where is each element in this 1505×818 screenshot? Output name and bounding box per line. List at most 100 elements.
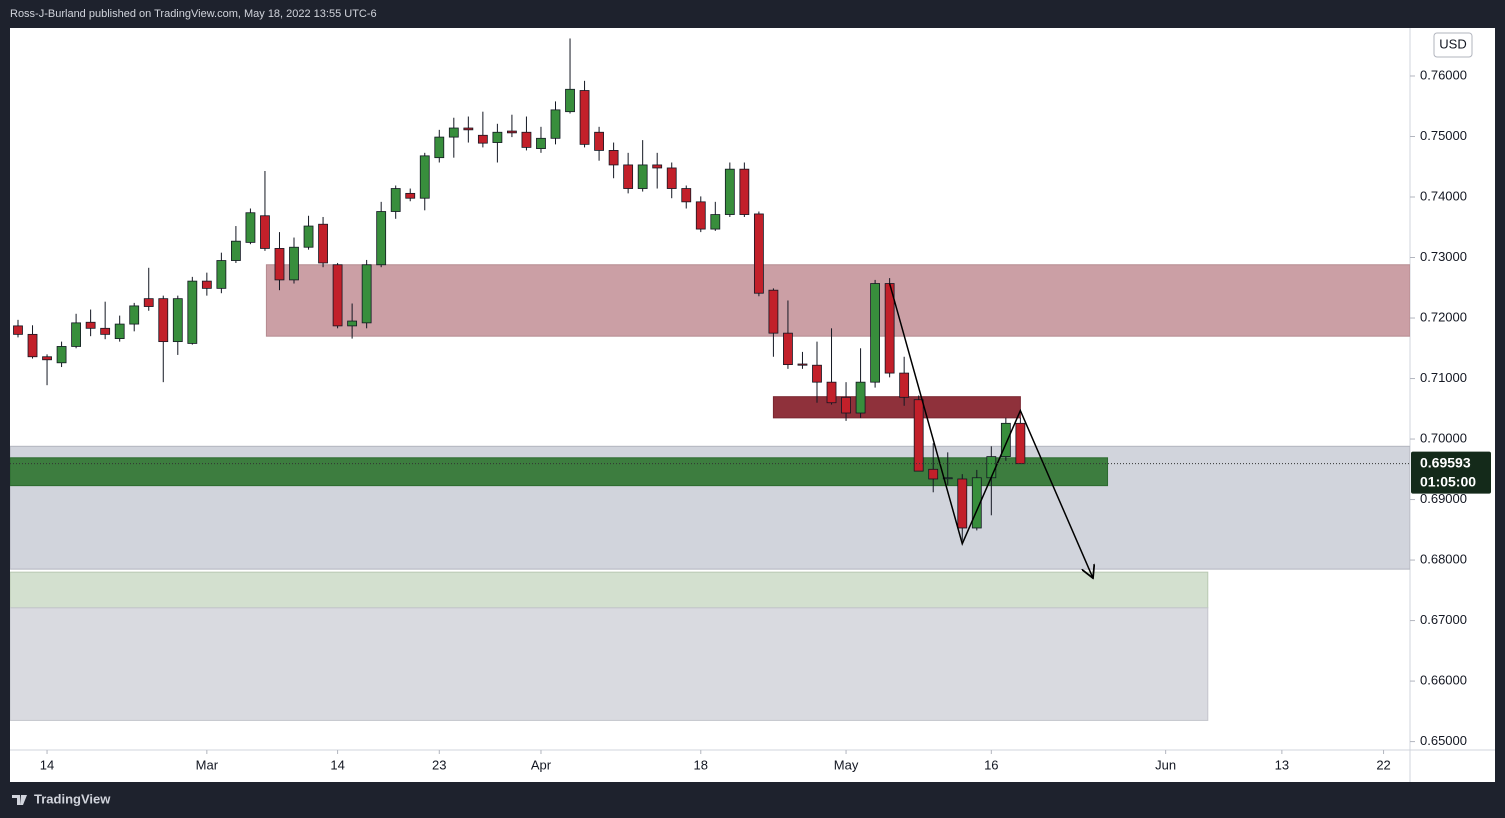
y-tick-label: 0.71000 — [1420, 370, 1467, 385]
x-tick-label: Apr — [531, 757, 552, 772]
zone — [10, 457, 1109, 487]
candle-body — [841, 396, 851, 414]
candle-body — [56, 346, 67, 364]
candle-body — [753, 213, 764, 294]
y-tick-label: 0.70000 — [1420, 430, 1467, 445]
zone — [772, 396, 1021, 419]
candle-body — [13, 325, 23, 335]
candle-body — [114, 323, 125, 339]
y-tick-label: 0.68000 — [1420, 551, 1467, 566]
candle-body — [826, 381, 837, 404]
y-tick-label: 0.74000 — [1420, 188, 1467, 203]
candle-body — [216, 260, 227, 289]
candle-body — [376, 211, 387, 266]
candle-body — [739, 168, 750, 215]
x-tick-label: 22 — [1376, 757, 1390, 772]
candle-body — [608, 150, 619, 166]
price-tag — [1411, 451, 1491, 494]
candle-body — [783, 332, 793, 366]
candle-body — [71, 322, 81, 347]
candle-body — [405, 192, 416, 199]
candle-body — [143, 298, 154, 307]
footer-logo: TradingView — [34, 791, 111, 806]
x-tick-label: 16 — [984, 757, 998, 772]
x-tick-label: May — [834, 757, 859, 772]
y-tick-label: 0.75000 — [1420, 128, 1467, 143]
candle-body — [129, 305, 140, 325]
candle-body — [579, 90, 590, 145]
x-tick-label: 18 — [694, 757, 708, 772]
candle-body — [899, 372, 910, 398]
candle-body — [812, 364, 822, 383]
candle-body — [85, 321, 96, 329]
y-tick-label: 0.65000 — [1420, 733, 1467, 748]
candle-body — [666, 167, 677, 189]
candle-body — [303, 225, 314, 248]
candle-body — [928, 468, 939, 480]
candle-body — [623, 164, 634, 189]
x-tick-label: 13 — [1275, 757, 1289, 772]
x-tick-label: 23 — [432, 757, 446, 772]
plot — [10, 38, 1410, 721]
candle-body — [231, 240, 241, 261]
candle-body — [201, 280, 212, 289]
candle-body — [361, 264, 372, 324]
y-tick-label: 0.66000 — [1420, 673, 1467, 688]
zone — [10, 607, 1209, 721]
candle-body — [957, 478, 968, 529]
logo-icon — [12, 795, 27, 805]
candle-body — [419, 155, 430, 199]
x-tick-label: 14 — [40, 757, 54, 772]
x-tick-label: Jun — [1155, 757, 1176, 772]
candle-body — [1000, 422, 1011, 457]
candle-body — [492, 131, 503, 143]
candle-body — [477, 134, 488, 144]
candle-body — [172, 298, 183, 343]
arrow-annotation — [888, 283, 1093, 579]
candle-body — [448, 127, 459, 138]
candle-body — [855, 381, 866, 414]
candle-body — [434, 136, 445, 159]
candle-body — [768, 289, 779, 334]
candle-body — [565, 88, 575, 113]
candle-body — [463, 127, 474, 131]
candle-body — [652, 164, 663, 169]
currency: USD — [1439, 36, 1466, 51]
currency-box — [1433, 32, 1473, 58]
candle-body — [550, 109, 561, 139]
y-tick-label: 0.73000 — [1420, 249, 1467, 264]
candle-body — [521, 131, 532, 148]
candle-body — [594, 131, 604, 151]
candle-body — [913, 399, 924, 472]
candle-body — [797, 363, 808, 366]
candle-body — [289, 246, 299, 281]
candle-body — [971, 477, 982, 529]
candle-body — [187, 280, 198, 344]
candle-body — [724, 168, 735, 215]
x-tick-label: Mar — [196, 757, 219, 772]
y-tick-label: 0.69000 — [1420, 491, 1467, 506]
candle-body — [390, 188, 401, 212]
candle-body — [695, 201, 706, 230]
candle-body — [1015, 422, 1026, 465]
candle-body — [27, 333, 38, 358]
y-tick-label: 0.76000 — [1420, 67, 1467, 82]
y-tick-label: 0.72000 — [1420, 309, 1467, 324]
candle-body — [318, 223, 328, 264]
countdown: 01:05:00 — [1420, 473, 1476, 489]
zone — [265, 264, 1410, 337]
candle-body — [42, 356, 52, 361]
price-tag-label: 0.69593 — [1420, 454, 1471, 470]
candle-body — [536, 137, 546, 149]
candle-body — [347, 320, 358, 327]
x-tick-label: 14 — [330, 757, 344, 772]
candle-body — [507, 130, 517, 134]
candle-body — [158, 298, 169, 343]
zone — [10, 571, 1209, 609]
candle-body — [332, 264, 343, 327]
candle-body — [260, 215, 270, 249]
candle-body — [100, 327, 111, 335]
candle-body — [245, 212, 256, 243]
candle-body — [274, 248, 285, 281]
y-tick-label: 0.67000 — [1420, 612, 1467, 627]
